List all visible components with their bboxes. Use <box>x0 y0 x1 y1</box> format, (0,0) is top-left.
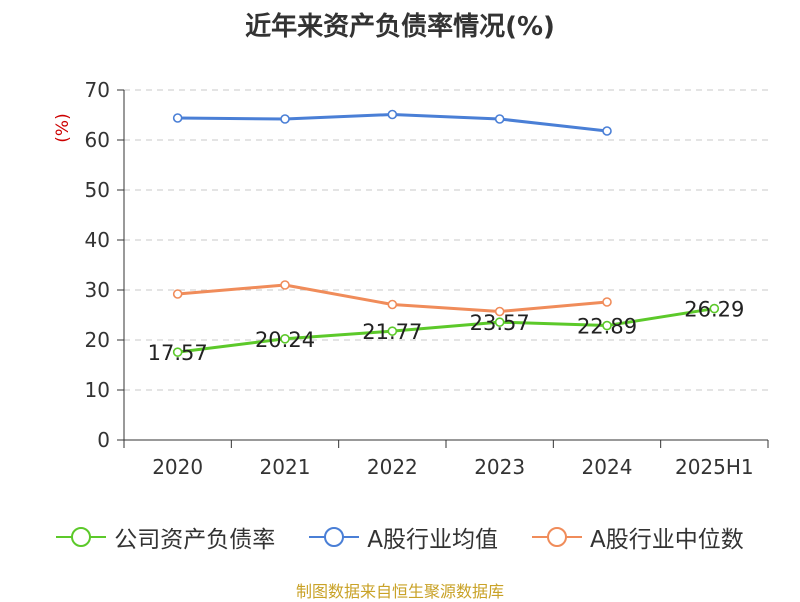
data-point <box>280 114 290 124</box>
legend-label: A股行业均值 <box>367 527 498 553</box>
legend-swatch <box>56 527 107 547</box>
data-point <box>709 303 720 314</box>
data-point <box>602 297 612 307</box>
data-point <box>280 280 290 290</box>
data-point <box>172 289 183 299</box>
x-tick-label: 2023 <box>474 455 525 479</box>
legend: 公司资产负债率 A股行业均值 A股行业中位数 <box>0 520 800 554</box>
y-tick-label: 10 <box>85 378 110 402</box>
data-point <box>280 333 290 344</box>
x-tick-label: 2021 <box>260 455 311 479</box>
data-label: 26.29 <box>684 298 744 322</box>
legend-swatch <box>532 527 582 547</box>
legend-label: 公司资产负债率 <box>114 527 276 553</box>
series-line-0 <box>177 307 715 354</box>
y-tick-label: 40 <box>85 228 110 252</box>
legend-swatch-marker <box>324 527 345 547</box>
legend-swatch-marker <box>71 527 92 547</box>
legend-item-1[interactable]: A股行业均值 <box>309 520 498 554</box>
y-tick-label: 50 <box>85 178 110 202</box>
legend-item-0[interactable]: 公司资产负债率 <box>56 520 275 554</box>
series-lines <box>172 109 720 357</box>
data-point <box>387 109 398 120</box>
data-label: 17.57 <box>148 341 208 365</box>
y-tick-label: 20 <box>85 328 110 352</box>
source-note: 制图数据来自恒生聚源数据库 <box>295 582 504 601</box>
legend-item-2[interactable]: A股行业中位数 <box>532 520 744 554</box>
x-tick-label: 2025H1 <box>675 455 754 479</box>
y-tick-label: 70 <box>85 78 110 102</box>
y-tick-label: 30 <box>85 278 110 302</box>
x-tick-label: 2022 <box>367 455 418 479</box>
data-point <box>172 347 183 357</box>
legend-label: A股行业中位数 <box>590 527 744 553</box>
data-point <box>494 317 505 327</box>
x-tick-label: 2020 <box>152 455 203 479</box>
data-point <box>172 113 183 123</box>
data-point <box>387 299 398 310</box>
data-label: 20.24 <box>255 328 315 352</box>
axes: 0 10 20 30 40 50 60 70 2020 2021 2022 2023 2024 2025H… <box>85 78 769 479</box>
data-point <box>494 306 505 317</box>
data-point <box>494 114 505 124</box>
data-label: 23.57 <box>470 311 530 335</box>
y-tick-label: 0 <box>97 428 110 452</box>
data-point <box>602 126 612 136</box>
legend-swatch-marker <box>547 527 567 547</box>
data-point <box>387 326 398 336</box>
y-tick-label: 60 <box>85 128 110 152</box>
x-tick-label: 2024 <box>582 455 633 479</box>
data-label: 21.77 <box>362 320 422 344</box>
legend-swatch <box>309 527 360 547</box>
data-point <box>602 320 612 331</box>
chart-title: 近年来资产负债率情况(%) <box>245 12 555 42</box>
grid-lines <box>124 89 768 391</box>
data-label: 22.89 <box>577 315 637 339</box>
y-axis-label: (%) <box>53 113 73 142</box>
data-labels: 17.57 20.24 21.77 23.57 22.89 26.29 <box>148 298 745 366</box>
